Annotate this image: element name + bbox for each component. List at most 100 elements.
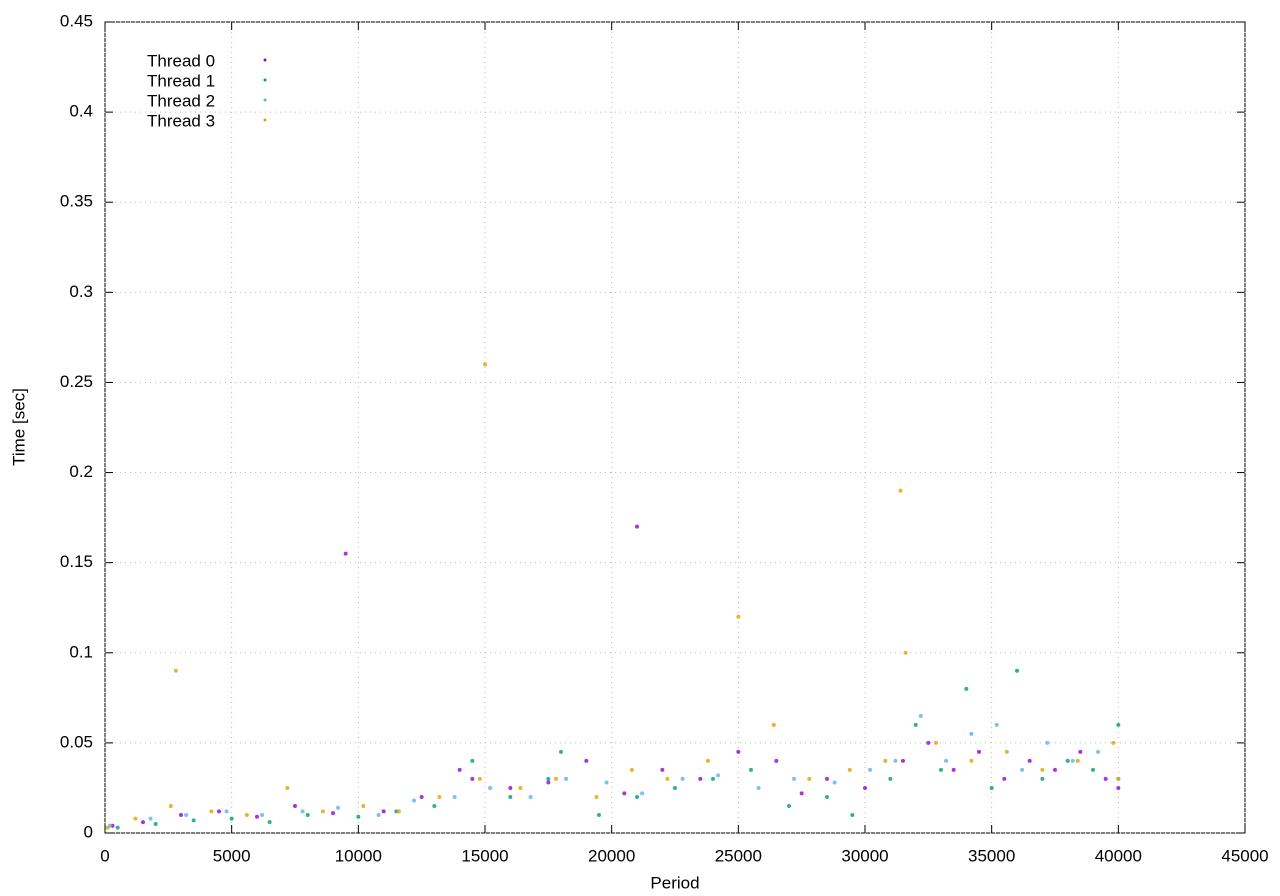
point [1116,722,1121,727]
x-tick-label: 20000 [588,846,635,865]
point [584,758,589,763]
point [863,785,867,790]
point [594,794,599,799]
point [825,794,829,799]
point [412,798,417,803]
legend-marker [263,118,267,122]
point [1004,749,1009,754]
point [680,776,685,781]
point [1111,740,1116,745]
point [1027,758,1032,763]
point [913,722,918,727]
point [477,776,482,781]
point [888,776,893,781]
point [918,713,923,718]
x-tick-label: 0 [100,846,109,865]
point [356,814,361,819]
point [1078,749,1083,754]
point [1096,749,1101,754]
point [559,749,563,754]
y-tick-label: 0 [84,822,93,841]
point [673,785,677,790]
point [597,812,601,817]
y-tick-label: 0.35 [60,192,93,211]
point [1045,740,1050,745]
point [224,809,229,814]
point [660,767,665,772]
point [508,785,513,790]
y-axis-label: Time [sec] [9,388,28,466]
point [528,794,533,799]
point [320,809,325,814]
legend-label: Thread 2 [147,91,215,110]
y-tick-label: 0.3 [69,282,93,301]
point [376,812,381,817]
point [105,825,110,830]
legend-marker [263,58,267,62]
point [604,780,609,785]
point [209,809,214,814]
point [452,794,457,799]
point [711,776,715,781]
point [635,524,639,529]
point [1075,758,1080,763]
point [705,758,710,763]
point [994,722,999,727]
point [799,791,804,796]
y-tick-label: 0.2 [69,462,93,481]
point [832,780,837,785]
point [868,767,873,772]
point [546,776,551,781]
point [989,785,994,790]
point [1116,776,1121,781]
point [361,803,366,808]
x-tick-label: 5000 [213,846,251,865]
y-tick-label: 0.15 [60,552,93,571]
point [148,816,153,821]
point [850,812,855,817]
point [488,785,493,790]
y-tick-label: 0.4 [69,102,93,121]
x-tick-label: 45000 [1221,846,1268,865]
legend-marker [263,98,267,102]
y-tick-label: 0.45 [60,11,93,30]
point [396,809,401,814]
point [483,362,487,367]
point [771,722,776,727]
point [825,776,829,781]
x-tick-label: 15000 [461,846,508,865]
point [255,814,259,819]
y-tick-label: 0.1 [69,642,93,661]
point [419,794,424,799]
point [267,820,272,825]
point [184,812,189,817]
point [933,740,938,745]
point [792,776,797,781]
point [141,820,145,825]
point [343,551,348,556]
point [336,805,341,810]
point [1020,767,1025,772]
x-tick-label: 35000 [968,846,1015,865]
point [508,794,513,799]
point [470,758,475,763]
point [470,776,475,781]
point [951,767,956,772]
point [969,758,974,763]
point [622,791,627,796]
point [901,758,905,763]
legend-marker [263,78,267,82]
point [716,773,721,778]
legend-label: Thread 3 [147,111,215,130]
point [381,809,386,814]
plot-frame [104,21,1246,834]
point [153,821,158,826]
x-tick-label: 10000 [335,846,382,865]
point [787,803,791,808]
point [665,776,670,781]
point [926,740,931,745]
point [964,686,969,691]
point [437,794,442,799]
point [564,776,569,781]
